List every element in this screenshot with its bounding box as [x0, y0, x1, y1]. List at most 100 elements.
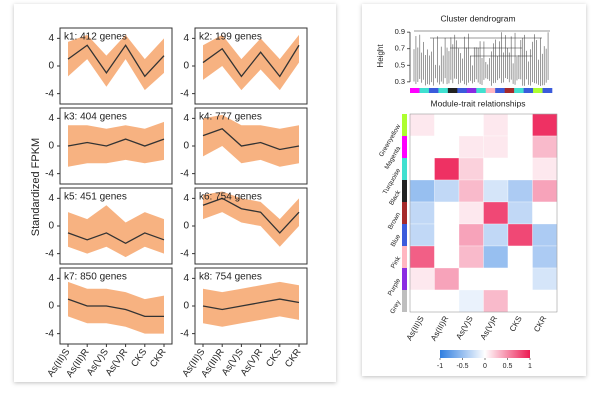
y-tick-label: -4 [45, 328, 54, 339]
panel-title: k5: 451 genes [64, 192, 127, 203]
module-swatch [402, 290, 407, 312]
module-color-strip [533, 88, 543, 93]
heatmap-cell [458, 223, 484, 247]
expression-band [68, 34, 164, 91]
dendrogram-y-label: Height [376, 44, 385, 68]
y-tick-label: 0 [183, 61, 189, 72]
y-tick-label: 0 [48, 141, 54, 152]
heatmap-cell [483, 201, 509, 225]
heatmap-cell [483, 179, 509, 203]
heatmap-cell [458, 245, 484, 269]
module-color-strip [495, 88, 505, 93]
expression-band [68, 205, 164, 258]
mean-line [67, 138, 165, 147]
module-swatch [402, 114, 407, 136]
panel-title: k2: 199 genes [199, 32, 262, 43]
panel-title: k1: 412 genes [64, 32, 127, 43]
module-color-strip [428, 88, 439, 93]
heatmap-cell [458, 267, 484, 291]
mean-line [67, 44, 165, 78]
heatmap-cell [483, 157, 509, 181]
colorbar-tick-label: 0.5 [503, 363, 513, 370]
heatmap-cell [483, 135, 509, 159]
heatmap-cell [532, 201, 558, 225]
y-tick-label: 4 [48, 193, 54, 204]
heatmap-cell [409, 157, 435, 181]
y-tick-label: 4 [183, 273, 189, 284]
heatmap-cell [409, 135, 435, 159]
module-color-strip [466, 88, 477, 93]
module-swatch [402, 202, 407, 224]
panel-title: k4: 777 genes [199, 112, 262, 123]
y-tick-label: 4 [183, 33, 189, 44]
panel-title: k3: 404 genes [64, 112, 127, 123]
module-swatch [402, 268, 407, 290]
heatmap-cell [409, 245, 435, 269]
module-color-strip [438, 88, 449, 93]
module-color-strip [514, 88, 524, 93]
expression-band [68, 121, 164, 167]
heatmap-cell [409, 267, 435, 291]
heatmap-cell [507, 113, 533, 137]
y-tick-label: 0 [183, 141, 189, 152]
heatmap-title: Module-trait relationships [431, 98, 526, 108]
module-swatch [402, 224, 407, 246]
heatmap-frame [409, 113, 558, 313]
heatmap-cell [507, 267, 533, 291]
mean-line [67, 298, 164, 318]
heatmap-cell [532, 289, 558, 313]
y-tick-label: 4 [48, 33, 54, 44]
heatmap-cell [409, 223, 435, 247]
panel-title: k7: 850 genes [64, 272, 127, 283]
heatmap-cell [532, 267, 558, 291]
heatmap-cell [507, 179, 533, 203]
heatmap-cell [434, 223, 460, 247]
colorbar [440, 350, 530, 358]
heatmap-cell [483, 289, 509, 313]
heatmap-cell [532, 135, 558, 159]
heatmap-cell [434, 157, 460, 181]
dendrogram-title: Cluster dendrogram [440, 13, 515, 23]
module-color-strip [485, 88, 496, 93]
y-tick-label: 0 [183, 301, 189, 312]
heatmap-cell [458, 113, 484, 137]
module-color-strip [447, 88, 458, 93]
panel-title: k6: 754 genes [199, 192, 262, 203]
module-color-strip [523, 88, 534, 93]
heatmap-cell [458, 157, 484, 181]
y-tick-label: 4 [183, 113, 189, 124]
y-tick-label: 4 [48, 113, 54, 124]
expression-band [203, 114, 299, 167]
mean-line [67, 232, 165, 245]
heatmap-cell [532, 113, 558, 137]
module-color-strip [476, 88, 487, 93]
expression-band [203, 191, 299, 247]
mean-line [202, 44, 300, 78]
heatmap-cell [409, 113, 435, 137]
module-swatch [402, 246, 407, 268]
heatmap-cell [532, 223, 558, 247]
y-tick-label: -4 [180, 248, 189, 259]
mean-line [202, 127, 300, 151]
y-tick-label: -4 [45, 168, 54, 179]
mean-line [202, 298, 300, 311]
heatmap-cell [532, 157, 558, 181]
heatmap-cell [483, 113, 509, 137]
y-tick-label: -4 [45, 88, 54, 99]
y-tick-label: 0 [183, 221, 189, 232]
heatmap-cell [458, 289, 484, 313]
y-tick-label: 0.7 [395, 44, 405, 53]
y-tick-label: 0.5 [395, 60, 405, 69]
module-color-strip [504, 88, 515, 93]
heatmap-cell [434, 245, 460, 269]
y-tick-label: 0.3 [395, 77, 405, 86]
heatmap-cell [458, 201, 484, 225]
y-tick-label: 0 [48, 61, 54, 72]
heatmap-cell [507, 289, 533, 313]
heatmap-cell [507, 157, 533, 181]
module-color-strip [542, 88, 553, 93]
heatmap-cell [409, 289, 435, 313]
colorbar-tick-label: 0 [483, 363, 487, 370]
